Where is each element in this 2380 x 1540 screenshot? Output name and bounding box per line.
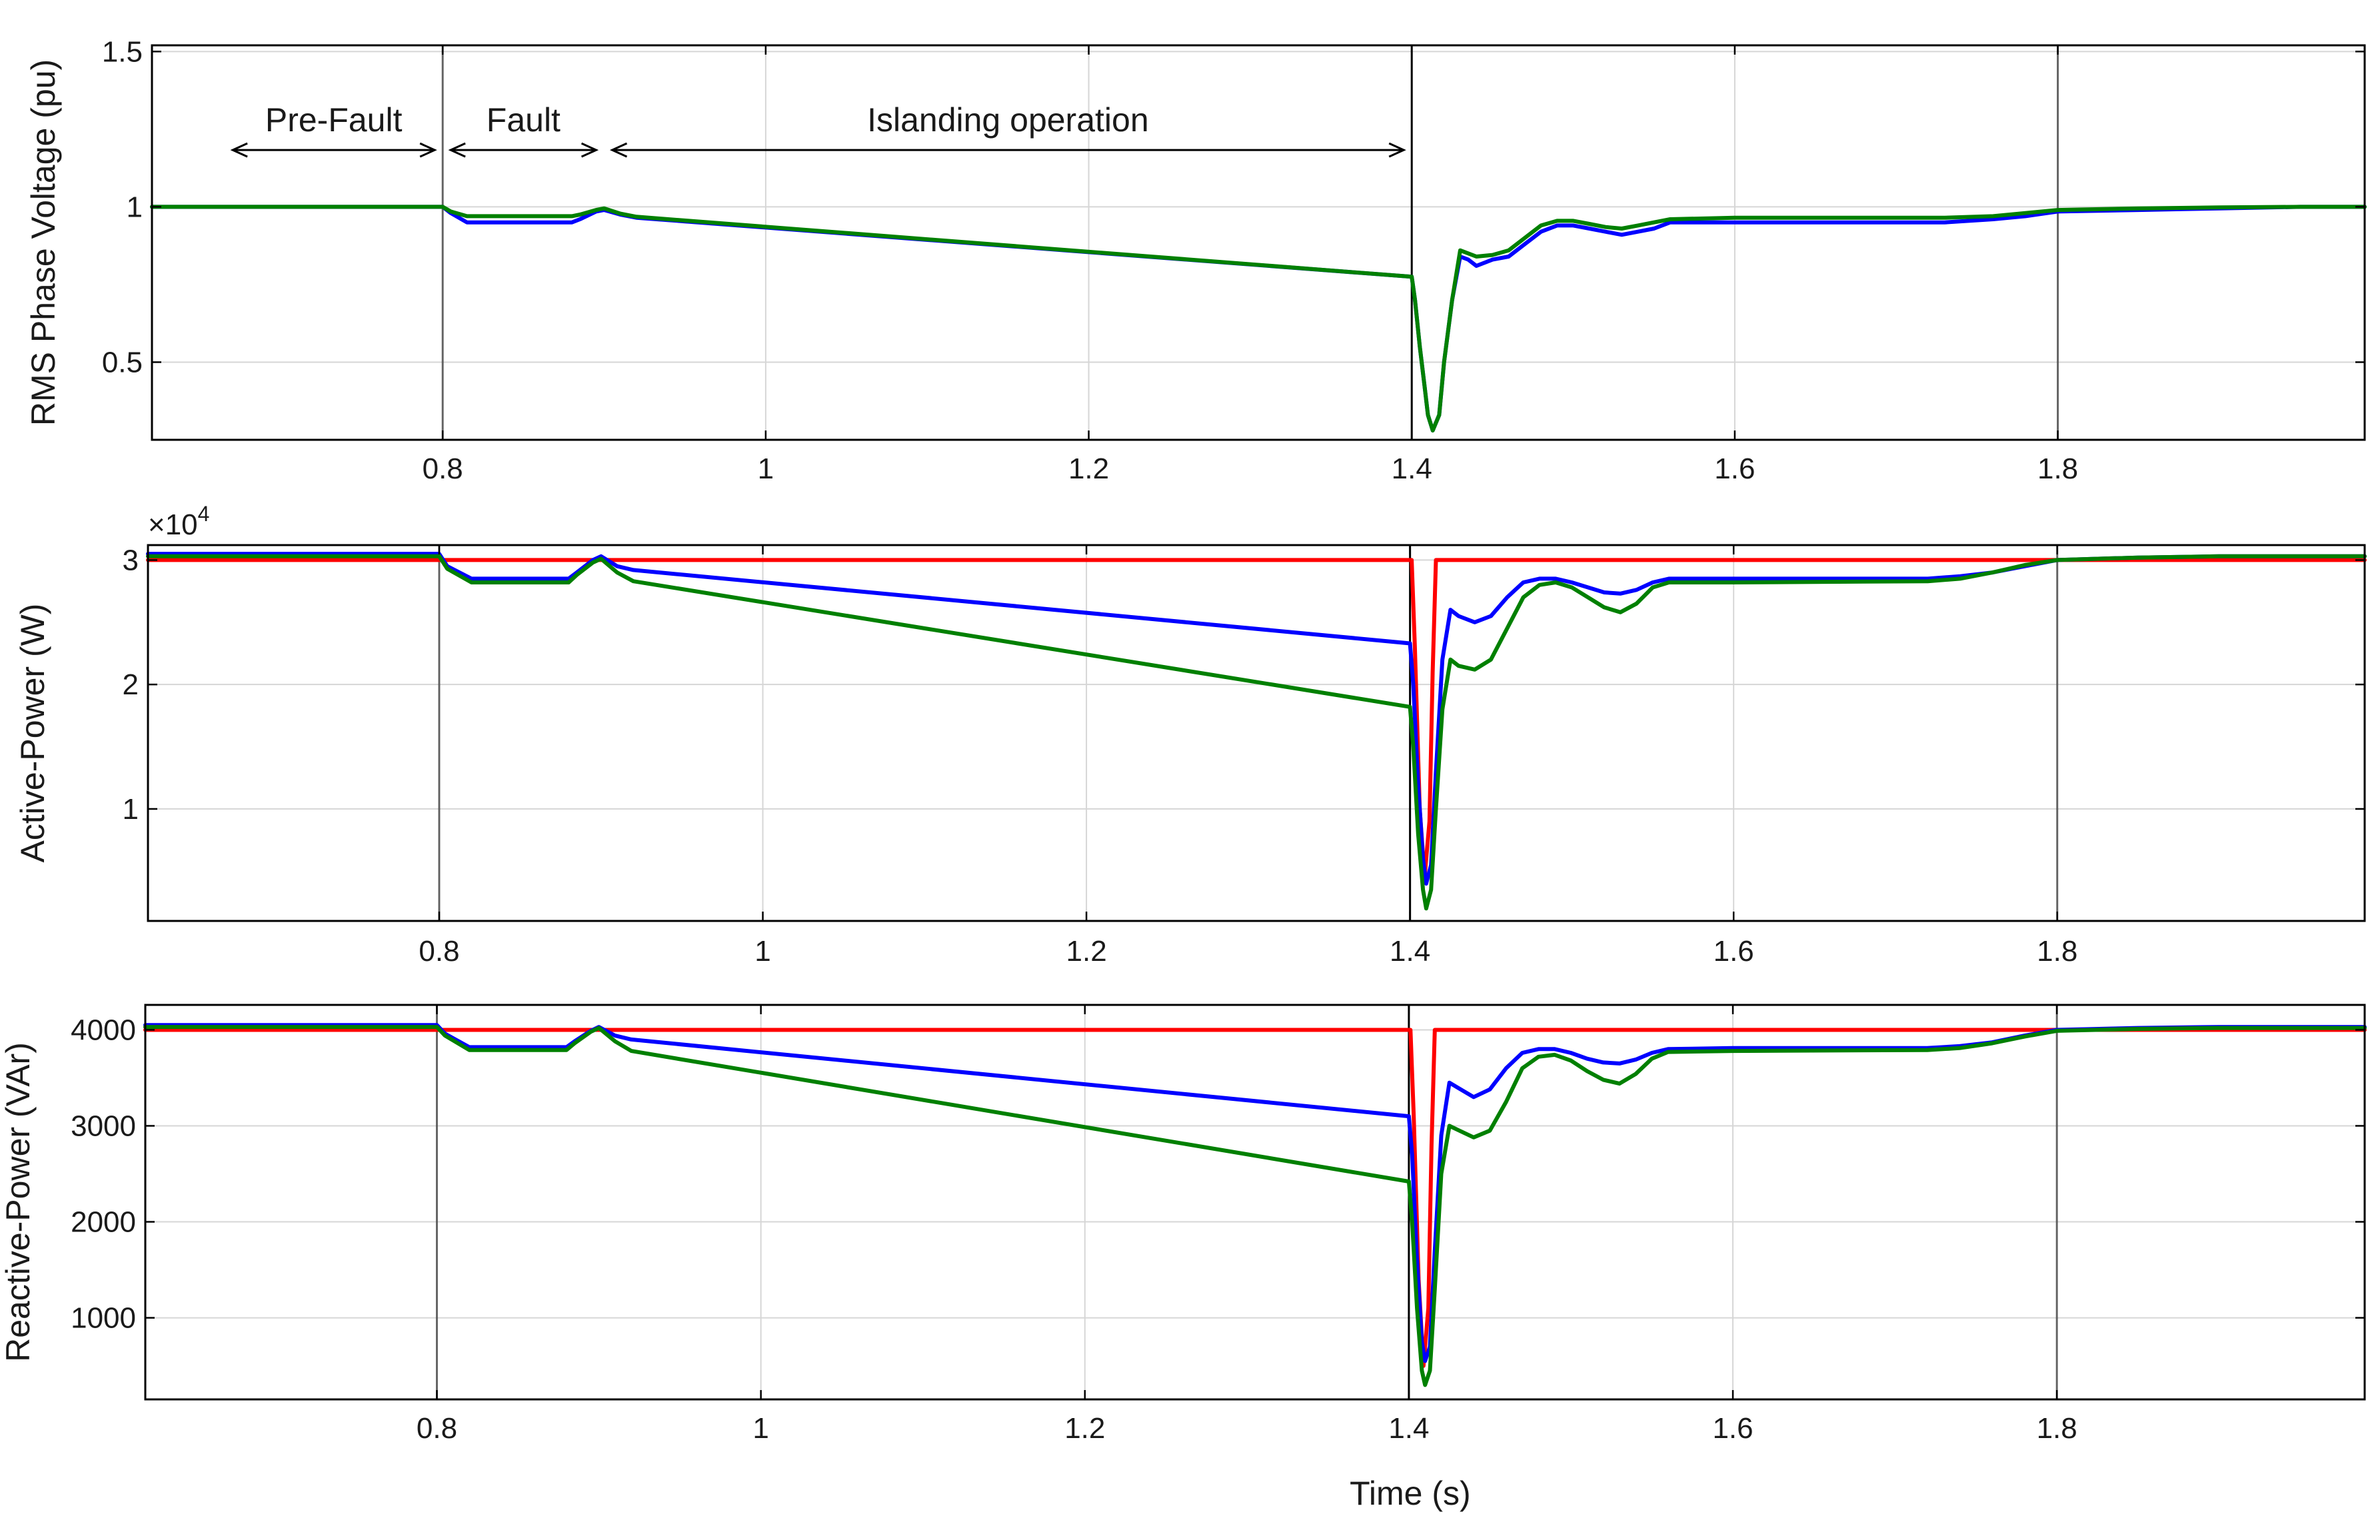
x-tick-label: 0.8 bbox=[419, 935, 459, 968]
y-exponent-label: ×104 bbox=[148, 502, 209, 541]
series-blue-line bbox=[146, 552, 2367, 886]
series-green-line bbox=[143, 1025, 2367, 1387]
y-tick-label: 2000 bbox=[71, 1206, 136, 1239]
y-axis-label: RMS Phase Voltage (pu) bbox=[25, 59, 62, 426]
y-tick-label: 1.5 bbox=[102, 35, 143, 68]
x-tick-label: 1 bbox=[754, 935, 770, 968]
series-blue-line bbox=[143, 1023, 2367, 1363]
annotation-label: Islanding operation bbox=[867, 101, 1149, 139]
y-axis-label: Active-Power (W) bbox=[14, 604, 51, 863]
x-tick-label: 0.8 bbox=[423, 452, 463, 485]
x-tick-label: 1.6 bbox=[1712, 1412, 1753, 1445]
y-tick-label: 1 bbox=[127, 191, 143, 223]
y-tick-label: 3000 bbox=[71, 1110, 136, 1142]
annotation-arrowhead-left bbox=[609, 142, 628, 158]
annotation-label: Fault bbox=[487, 101, 561, 139]
annotation-arrowhead-left bbox=[448, 142, 466, 158]
annotation-arrowhead-right bbox=[581, 142, 599, 158]
x-tick-label: 1 bbox=[758, 452, 774, 485]
annotation-arrowhead-left bbox=[230, 142, 248, 158]
panel-voltage: 0.8 1 1.2 1.4 1.6 1.8 0.5 1 1.5 RMS Phase Voltage… bbox=[25, 35, 2367, 485]
series-green-line bbox=[150, 205, 2367, 432]
x-axis-label: Time (s) bbox=[1350, 1475, 1470, 1512]
x-tick-label: 1.8 bbox=[2037, 1412, 2077, 1445]
x-tick-label: 1.6 bbox=[1714, 452, 1755, 485]
x-tick-label: 1.4 bbox=[1390, 935, 1430, 968]
annotation-label: Pre-Fault bbox=[265, 101, 403, 139]
y-tick-label: 2 bbox=[123, 668, 139, 701]
series-green-line bbox=[146, 554, 2367, 911]
axes-frame bbox=[147, 544, 2366, 922]
y-tick-label: 0.5 bbox=[102, 346, 143, 379]
series-blue-line bbox=[150, 205, 2367, 432]
panel-reactive: 0.8 1 1.2 1.4 1.6 1.8 1000 2000 3000 4000 Reactive… bbox=[0, 1004, 2367, 1512]
panel-active: 0.8 1 1.2 1.4 1.6 1.8 1 2 3 Active-Power (W) ×104 bbox=[14, 502, 2367, 968]
annotation-arrowhead-right bbox=[1388, 142, 1406, 158]
y-exponent-power: 4 bbox=[198, 502, 210, 526]
series-red-line bbox=[146, 558, 2367, 880]
x-tick-label: 1.8 bbox=[2037, 935, 2077, 968]
axes-frame bbox=[144, 1004, 2366, 1401]
y-axis-label: Reactive-Power (VAr) bbox=[0, 1042, 37, 1362]
y-tick-label: 1000 bbox=[71, 1302, 136, 1335]
x-tick-label: 1 bbox=[752, 1412, 768, 1445]
x-tick-label: 0.8 bbox=[417, 1412, 457, 1445]
y-tick-label: 1 bbox=[123, 793, 139, 826]
x-tick-label: 1.2 bbox=[1064, 1412, 1105, 1445]
x-tick-label: 1.2 bbox=[1066, 935, 1107, 968]
series-red-line bbox=[143, 1028, 2367, 1368]
x-tick-label: 1.6 bbox=[1714, 935, 1754, 968]
x-tick-label: 1.4 bbox=[1388, 1412, 1429, 1445]
annotation-arrowhead-right bbox=[419, 142, 437, 158]
y-tick-label: 4000 bbox=[71, 1014, 136, 1046]
x-tick-label: 1.8 bbox=[2037, 452, 2078, 485]
axes-frame bbox=[151, 44, 2366, 441]
x-tick-label: 1.2 bbox=[1068, 452, 1109, 485]
x-tick-label: 1.4 bbox=[1392, 452, 1432, 485]
y-tick-label: 3 bbox=[123, 544, 139, 576]
